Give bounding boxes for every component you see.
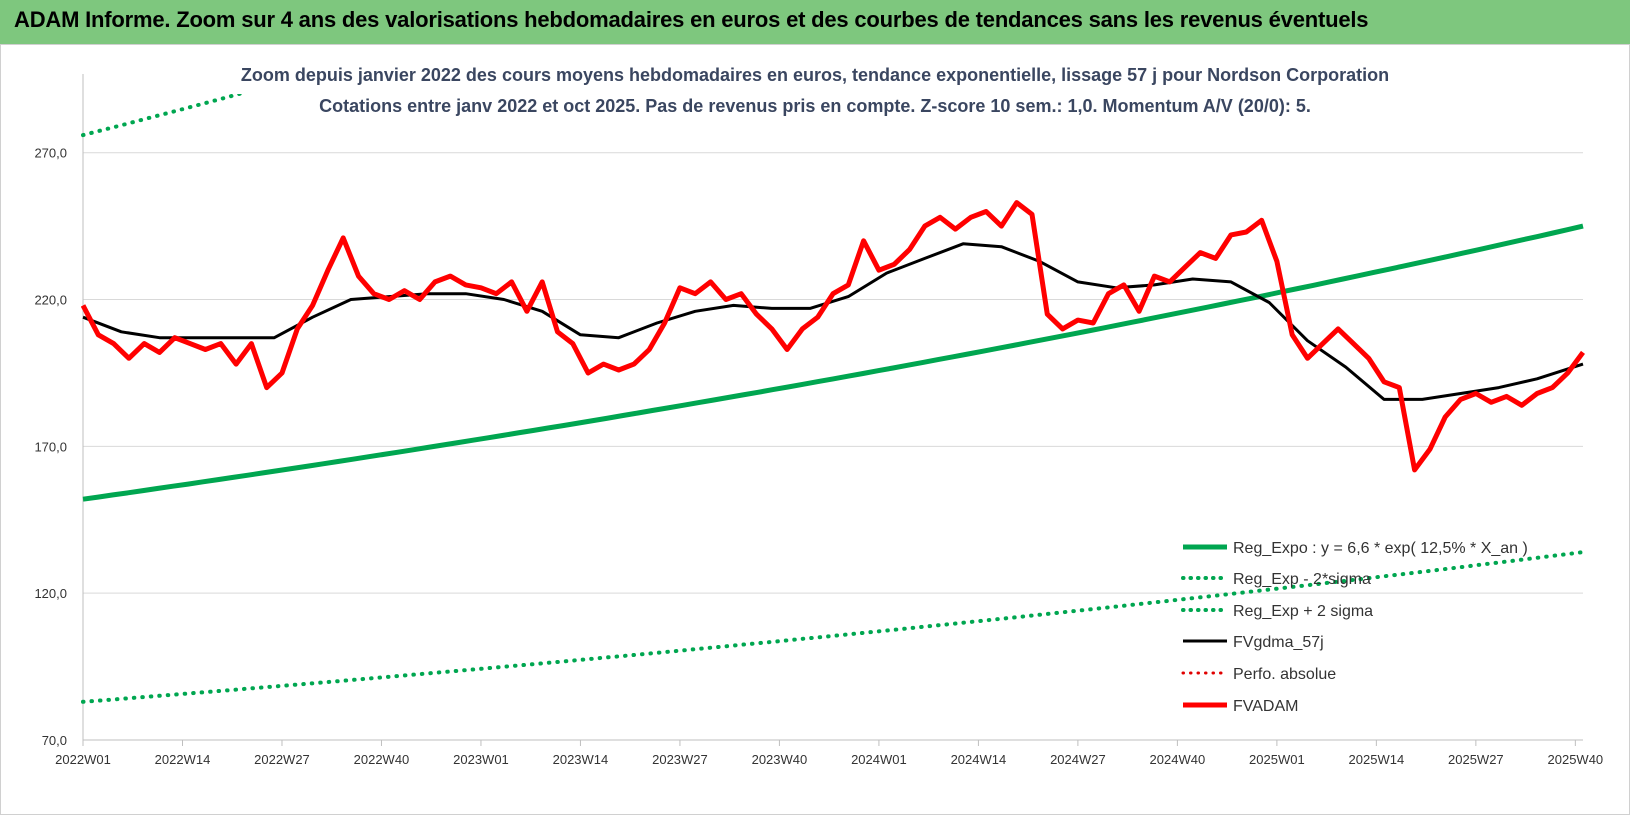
series-line-0 (82, 223, 1584, 502)
chart-title: Zoom depuis janvier 2022 des cours moyen… (240, 65, 1390, 85)
series-group (81, 94, 1585, 704)
x-tick-label: 2025W01 (1249, 752, 1305, 767)
report-banner: ADAM Informe. Zoom sur 4 ans des valoris… (0, 0, 1630, 45)
series-lines (81, 94, 1585, 704)
x-tick-label: 2025W14 (1349, 752, 1405, 767)
y-axis-ticks: 70,0 120,0 170,0 220,0 270,0 (34, 146, 67, 748)
x-tick-label: 2022W01 (55, 752, 111, 767)
x-tick-label: 2025W40 (1548, 752, 1604, 767)
report-title: ADAM Informe. Zoom sur 4 ans des valoris… (14, 7, 1369, 32)
x-tick-label: 2025W27 (1448, 752, 1504, 767)
series-line-2 (81, 94, 247, 138)
x-tick-label: 2023W40 (752, 752, 808, 767)
legend-entry[interactable]: FVgdma_57j (1233, 634, 1324, 651)
y-tick-label: 120,0 (34, 586, 67, 601)
legend[interactable]: Reg_Expo : y = 6,6 * exp( 12,5% * X_an )… (1181, 540, 1528, 715)
legend-entry[interactable]: Reg_Expo : y = 6,6 * exp( 12,5% * X_an ) (1233, 540, 1528, 557)
y-tick-label: 170,0 (34, 439, 67, 454)
x-tick-label: 2023W01 (453, 752, 509, 767)
y-tick-label: 220,0 (34, 293, 67, 308)
x-tick-label: 2024W01 (851, 752, 907, 767)
x-tick-label: 2024W27 (1050, 752, 1106, 767)
x-tick-label: 2023W27 (652, 752, 708, 767)
legend-entry[interactable]: Reg_Exp - 2*sigma (1233, 571, 1371, 588)
legend-entry[interactable]: FVADAM (1233, 698, 1298, 715)
x-tick-label: 2024W14 (951, 752, 1007, 767)
x-tick-label: 2022W14 (155, 752, 211, 767)
x-tick-label: 2022W40 (354, 752, 410, 767)
series-line-3 (82, 242, 1584, 401)
series-line-5 (81, 200, 1585, 473)
x-tick-label: 2024W40 (1150, 752, 1206, 767)
x-axis-ticks: 2022W01 2022W14 2022W27 2022W40 2023W01 2023W… (55, 740, 1603, 767)
x-tick-label: 2023W14 (553, 752, 609, 767)
x-tick-label: 2022W27 (254, 752, 310, 767)
chart-subtitle: Cotations entre janv 2022 et oct 2025. P… (319, 96, 1311, 116)
gridlines (82, 74, 1583, 741)
y-tick-label: 70,0 (42, 733, 67, 748)
legend-entry[interactable]: Reg_Exp + 2 sigma (1233, 603, 1373, 620)
legend-entry[interactable]: Perfo. absolue (1233, 666, 1336, 683)
y-tick-label: 270,0 (34, 146, 67, 161)
